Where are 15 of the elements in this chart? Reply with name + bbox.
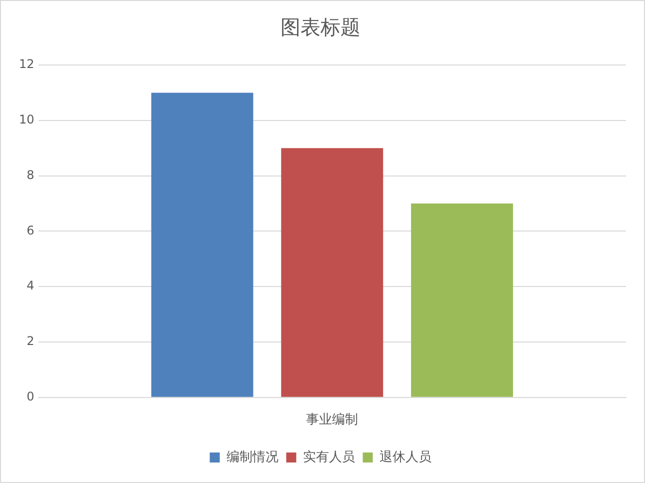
y-tick-label: 10 [18,112,34,127]
y-tick-label: 4 [26,278,34,293]
legend-label: 编制情况 [226,450,278,465]
bar [411,204,514,397]
y-tick-label: 6 [26,223,34,238]
y-tick-label: 12 [18,57,34,72]
bar [151,92,254,397]
legend-label: 实有人员 [302,450,355,465]
y-tick-label: 2 [26,334,34,348]
bar [281,148,384,397]
x-tick-label: 事业编制 [306,412,358,428]
y-tick-label: 8 [26,168,34,182]
chart-title: 图表标题 [280,15,360,40]
legend-label: 退休人员 [379,450,432,465]
y-tick-label: 0 [26,390,34,404]
